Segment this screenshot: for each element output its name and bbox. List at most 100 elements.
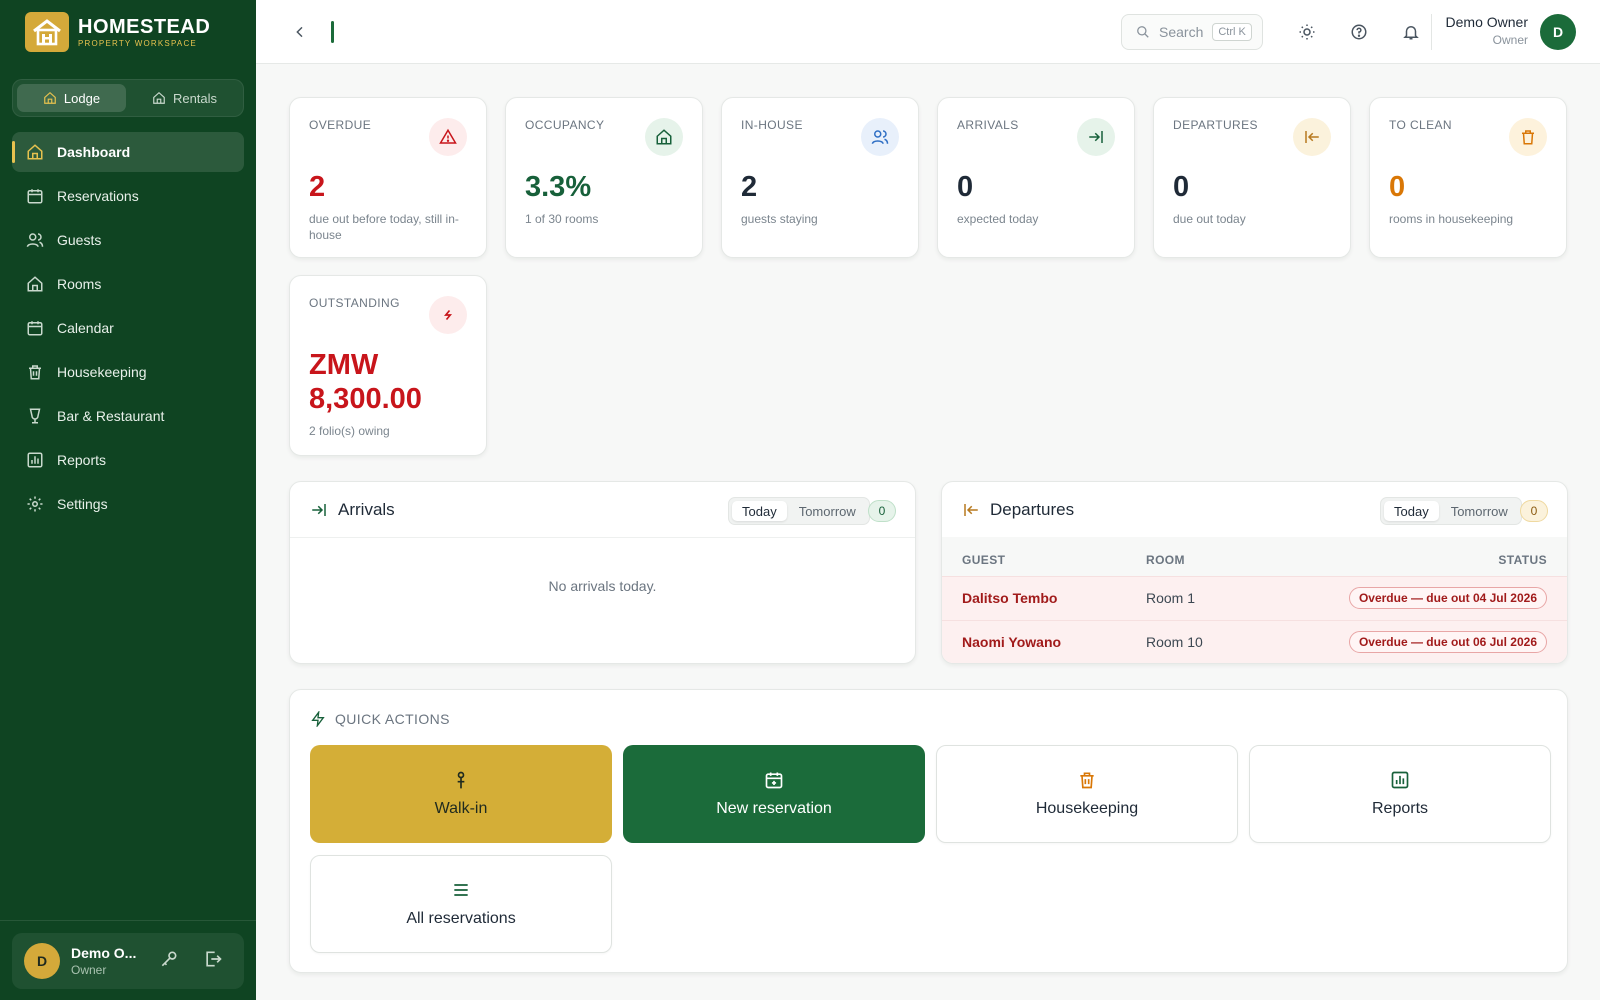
new-reservation-button[interactable]: New reservation [623, 745, 925, 843]
stat-card-occupancy[interactable]: OCCUPANCY 3.3% 1 of 30 rooms [505, 97, 703, 258]
stat-card-departures[interactable]: DEPARTURES 0 due out today [1153, 97, 1351, 258]
stat-value: 0 [1173, 171, 1190, 203]
departures-title-text: Departures [990, 500, 1075, 519]
arrow-out-icon [964, 504, 978, 516]
sidebar-item-guests[interactable]: Guests [12, 220, 244, 260]
stat-subtitle: 2 folio(s) owing [309, 424, 390, 438]
stat-label: ARRIVALS [957, 118, 1019, 132]
sidebar-item-settings[interactable]: Settings [12, 484, 244, 524]
stat-subtitle: due out before today, still in-house [309, 212, 459, 242]
building-icon [26, 275, 44, 293]
arrivals-day-toggle: Today Tomorrow [728, 497, 870, 525]
search-input[interactable]: Search Ctrl K [1121, 14, 1263, 50]
all-reservations-button[interactable]: All reservations [310, 855, 612, 953]
table-row[interactable]: Dalitso Tembo Room 1 Overdue — due out 0… [942, 576, 1567, 620]
column-header-room: ROOM [1146, 553, 1185, 567]
property-switch: Lodge Rentals [12, 79, 244, 117]
guest-name-link[interactable]: Naomi Yowano [962, 634, 1062, 650]
tab-tomorrow[interactable]: Tomorrow [1450, 503, 1508, 519]
sidebar-item-housekeeping[interactable]: Housekeeping [12, 352, 244, 392]
notifications-button[interactable] [1399, 20, 1423, 44]
sidebar-user-card: D Demo O... Owner [12, 933, 244, 989]
guest-name-link[interactable]: Dalitso Tembo [962, 590, 1058, 606]
top-header: Search Ctrl K Demo Owner Owner D [256, 0, 1600, 64]
header-accent-bar [331, 21, 334, 43]
sidebar-user-role: Owner [71, 963, 107, 977]
bell-icon [1403, 26, 1419, 40]
departures-count-badge: 0 [1520, 500, 1548, 522]
property-lodge-label: Lodge [63, 90, 101, 106]
stat-card-to-clean[interactable]: TO CLEAN 0 rooms in housekeeping [1369, 97, 1567, 258]
arrow-in-icon [312, 504, 326, 516]
stat-value: ZMW 8,300.00 [309, 349, 422, 415]
sidebar-item-reservations[interactable]: Reservations [12, 176, 244, 216]
property-rentals-button[interactable]: Rentals [130, 84, 239, 112]
table-header [942, 537, 1567, 576]
stat-card-overdue[interactable]: OVERDUE 2 due out before today, still in… [289, 97, 487, 258]
sidebar-item-reports[interactable]: Reports [12, 440, 244, 480]
sidebar-item-label: Reports [57, 452, 107, 468]
status-badge: Overdue — due out 06 Jul 2026 [1348, 631, 1547, 653]
column-header-status: STATUS [1498, 553, 1547, 567]
new-reservation-label: New reservation [716, 800, 832, 817]
key-icon[interactable] [159, 949, 179, 974]
stat-value: 0 [1389, 171, 1406, 203]
walk-in-button[interactable]: Walk-in [310, 745, 612, 843]
theme-toggle-button[interactable] [1295, 20, 1319, 44]
header-user-role: Owner [1492, 33, 1528, 47]
sun-icon [1299, 24, 1315, 40]
tab-tomorrow[interactable]: Tomorrow [798, 503, 856, 519]
search-shortcut: Ctrl K [1212, 23, 1252, 41]
avatar[interactable]: D [1540, 14, 1576, 50]
stat-card-outstanding[interactable]: OUTSTANDING ZMW 8,300.00 2 folio(s) owin… [289, 275, 487, 456]
table-row[interactable]: Naomi Yowano Room 10 Overdue — due out 0… [942, 620, 1567, 663]
sidebar-item-label: Rooms [57, 276, 102, 292]
quick-actions-panel: QUICK ACTIONS Walk-in New reservation Ho… [289, 689, 1568, 973]
person-icon [457, 771, 465, 789]
chevron-left-icon [296, 26, 303, 38]
home-icon [44, 91, 56, 104]
room-cell: Room 1 [1146, 590, 1196, 606]
arrivals-panel: Arrivals Today Tomorrow 0 No arrivals to… [289, 481, 916, 664]
housekeeping-label: Housekeeping [1035, 800, 1139, 817]
sidebar-nav: Dashboard Reservations Guests Rooms Cale… [12, 132, 244, 528]
stat-label: TO CLEAN [1389, 118, 1452, 132]
stat-value: 2 [741, 171, 758, 203]
stat-value: 3.3% [525, 171, 592, 203]
lightning-icon [311, 711, 325, 727]
brand[interactable]: HOMESTEAD PROPERTY WORKSPACE [25, 12, 210, 52]
users-icon [26, 231, 44, 249]
stat-card-arrivals[interactable]: ARRIVALS 0 expected today [937, 97, 1135, 258]
room-cell: Room 10 [1146, 634, 1203, 650]
sidebar-item-calendar[interactable]: Calendar [12, 308, 244, 348]
avatar[interactable]: D [24, 943, 60, 979]
logout-icon[interactable] [203, 949, 223, 974]
search-placeholder: Search [1159, 24, 1204, 40]
sidebar-item-dashboard[interactable]: Dashboard [12, 132, 244, 172]
header-user[interactable]: Demo Owner Owner [1446, 14, 1528, 47]
help-button[interactable] [1347, 20, 1371, 44]
reports-button[interactable]: Reports [1249, 745, 1551, 843]
back-button[interactable] [288, 20, 312, 44]
arrow-in-icon [1077, 118, 1115, 156]
sidebar-user-name: Demo O... [71, 945, 137, 961]
users-icon [861, 118, 899, 156]
departures-day-toggle: Today Tomorrow [1380, 497, 1522, 525]
stat-value: 0 [957, 171, 974, 203]
stat-subtitle: rooms in housekeeping [1389, 212, 1514, 226]
quick-actions-title: QUICK ACTIONS [310, 711, 450, 727]
calendar-icon [26, 187, 44, 205]
home-icon [153, 91, 165, 104]
property-lodge-button[interactable]: Lodge [17, 84, 126, 112]
stat-card-in-house[interactable]: IN-HOUSE 2 guests staying [721, 97, 919, 258]
sidebar-item-rooms[interactable]: Rooms [12, 264, 244, 304]
sidebar-item-label: Settings [57, 496, 108, 512]
housekeeping-button[interactable]: Housekeeping [936, 745, 1238, 843]
list-icon [454, 884, 468, 896]
tab-today[interactable]: Today [1384, 501, 1439, 521]
stat-label: DEPARTURES [1173, 118, 1258, 132]
sidebar-item-bar-restaurant[interactable]: Bar & Restaurant [12, 396, 244, 436]
calendar-plus-icon [765, 772, 783, 789]
arrivals-title-text: Arrivals [338, 500, 395, 519]
tab-today[interactable]: Today [732, 501, 787, 521]
